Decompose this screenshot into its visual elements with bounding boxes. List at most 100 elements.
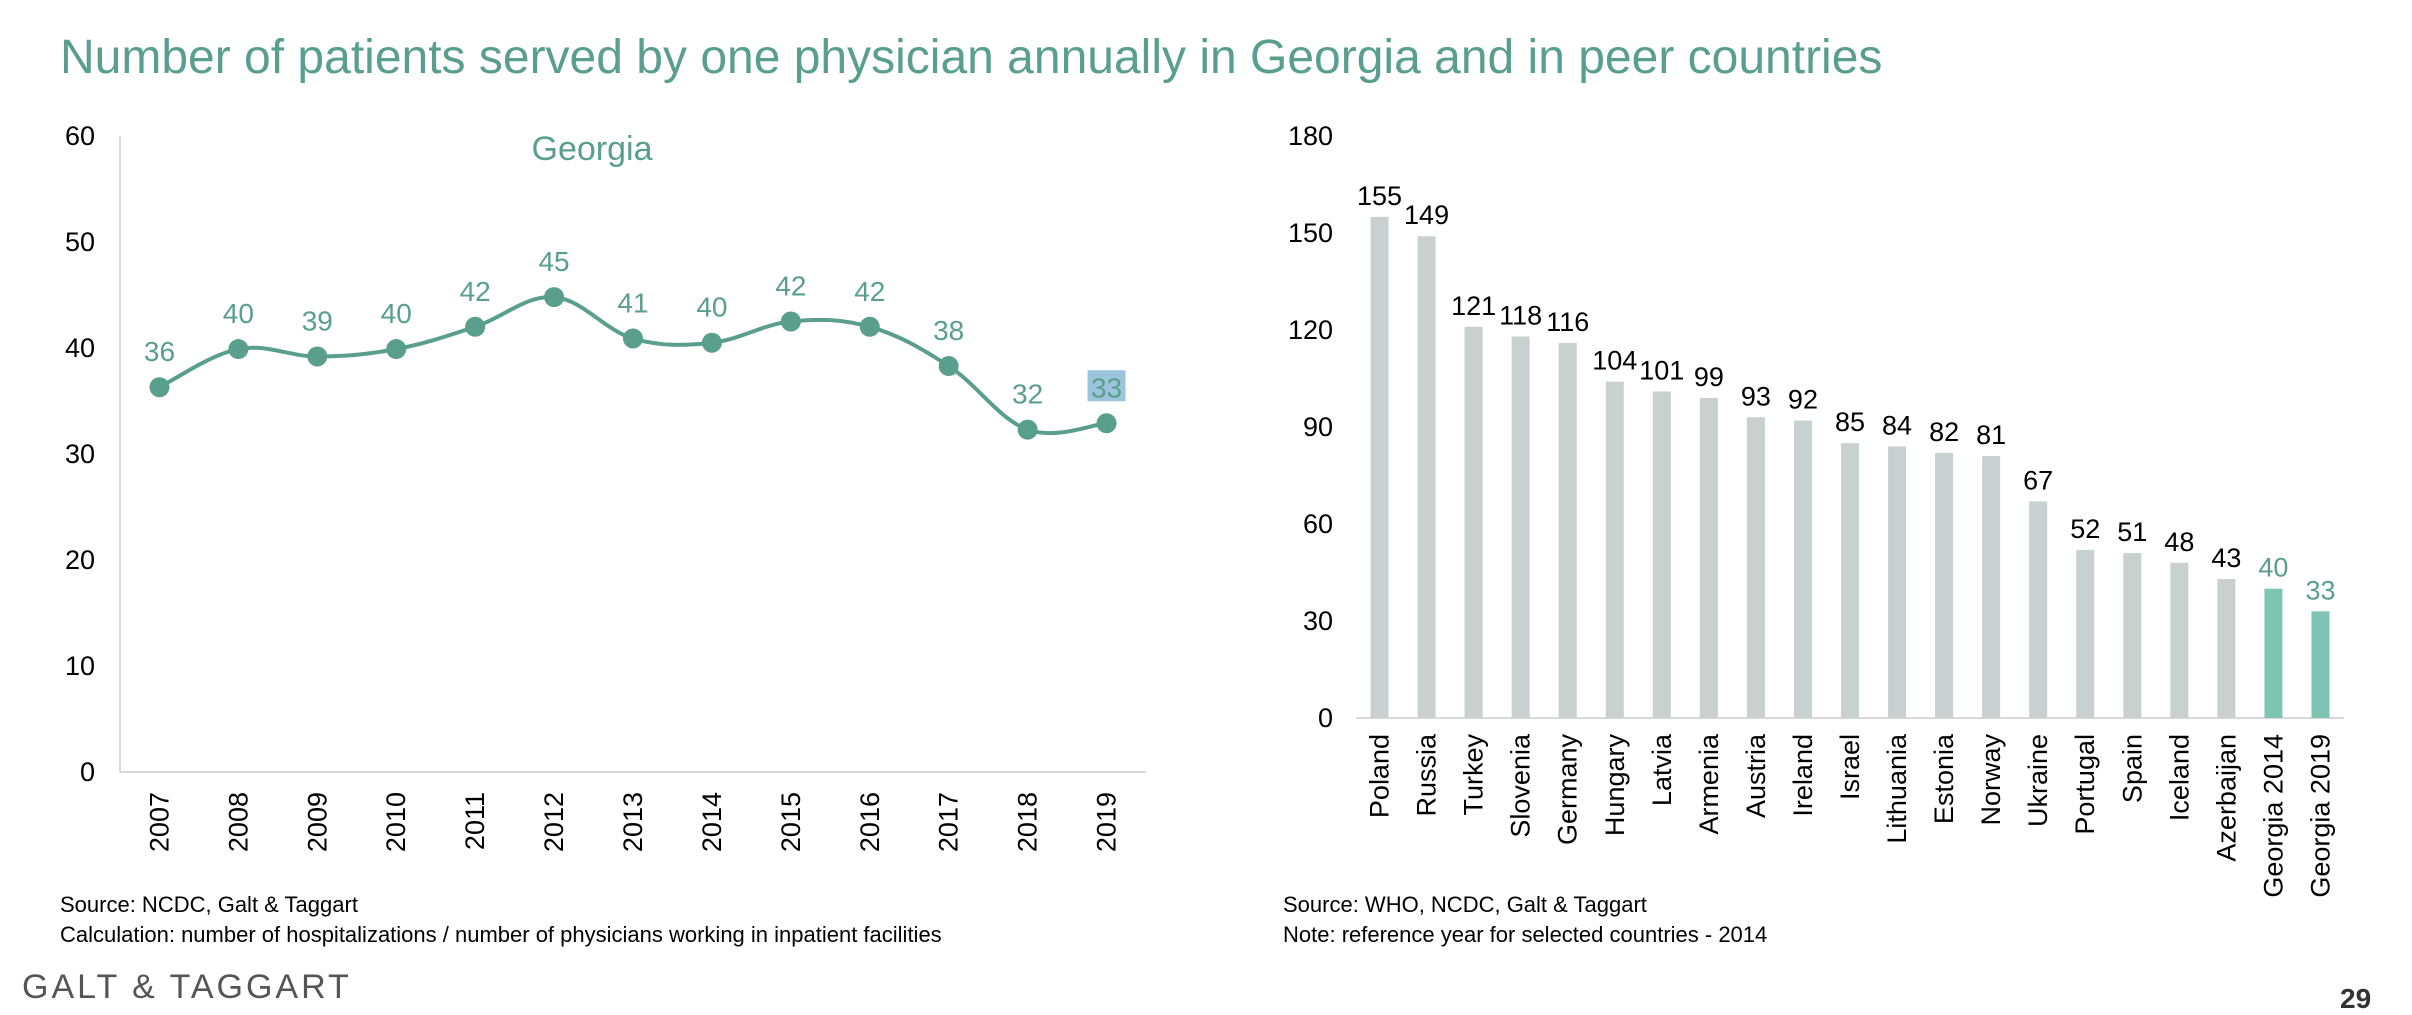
line-chart-x-tick-label: 2011 — [460, 792, 490, 850]
country-label: Portugal — [2070, 734, 2100, 835]
georgia-data-label: 40 — [381, 298, 412, 329]
label-highlight — [1087, 370, 1126, 402]
country-label: Lithuania — [1882, 733, 1912, 844]
country-bar — [1935, 452, 1954, 718]
georgia-data-label: 39 — [302, 305, 333, 336]
country-label: Israel — [1835, 734, 1865, 800]
country-label: Estonia — [1929, 733, 1959, 824]
country-bar-value-label: 67 — [2023, 465, 2053, 495]
country-label: Poland — [1365, 734, 1395, 818]
country-bar — [2029, 501, 2048, 718]
line-chart-y-tick-label: 20 — [65, 545, 95, 575]
country-bar — [1982, 456, 2001, 718]
georgia-data-point — [780, 311, 801, 332]
bar-chart-y-tick-label: 150 — [1288, 218, 1333, 248]
georgia-data-point — [1096, 413, 1117, 434]
country-bar-value-label: 121 — [1451, 291, 1496, 321]
line-chart-x-tick-label: 2012 — [539, 792, 569, 852]
georgia-data-label: 38 — [933, 315, 964, 346]
country-bar-value-label: 43 — [2211, 543, 2241, 573]
line-chart-y-tick-label: 10 — [65, 651, 95, 681]
country-bar — [1370, 216, 1389, 719]
company-logo: GALT & TAGGART — [22, 968, 352, 1006]
georgia-data-label: 36 — [144, 336, 175, 367]
page-title: Number of patients served by one physici… — [60, 31, 1883, 84]
country-bar-value-label: 52 — [2070, 514, 2100, 544]
country-bar — [2264, 588, 2283, 718]
line-chart-x-tick-label: 2019 — [1092, 792, 1122, 852]
country-bar — [2170, 562, 2189, 718]
georgia-data-point — [228, 339, 249, 360]
country-bar-value-label: 155 — [1357, 181, 1402, 211]
country-label: Hungary — [1600, 734, 1630, 837]
georgia-data-point — [938, 356, 959, 377]
country-bar — [1841, 443, 1859, 718]
georgia-data-label: 41 — [617, 287, 648, 318]
georgia-data-label: 42 — [460, 276, 491, 307]
line-chart-x-tick-label: 2018 — [1013, 792, 1043, 852]
country-bar — [1558, 342, 1577, 718]
georgia-data-label: 45 — [538, 246, 569, 277]
country-bar-value-label: 93 — [1741, 381, 1771, 411]
country-bar-value-label: 116 — [1546, 307, 1589, 337]
bar-chart-y-tick-label: 180 — [1288, 121, 1333, 151]
country-bar — [1417, 236, 1436, 718]
georgia-data-point — [307, 346, 328, 367]
line-chart-x-tick-label: 2016 — [855, 792, 885, 852]
country-label: Germany — [1553, 734, 1583, 846]
page-number: 29 — [2340, 983, 2372, 1014]
country-label: Russia — [1412, 733, 1442, 817]
line-chart-x-tick-label: 2007 — [144, 792, 174, 852]
country-bar — [1464, 326, 1483, 718]
country-bar-value-label: 33 — [2305, 575, 2335, 605]
line-chart-x-tick-label: 2009 — [302, 792, 332, 852]
country-bar — [1746, 417, 1765, 718]
country-bar — [1699, 397, 1718, 718]
country-bar-value-label: 104 — [1592, 346, 1637, 376]
georgia-data-point — [544, 287, 565, 308]
georgia-data-point — [465, 316, 486, 337]
country-label: Norway — [1976, 734, 2006, 826]
country-label: Georgia 2014 — [2258, 734, 2288, 898]
country-bar-value-label: 84 — [1882, 410, 1912, 440]
country-bar — [1793, 420, 1812, 718]
line-chart-y-tick-label: 30 — [65, 439, 95, 469]
line-chart-x-tick-label: 2017 — [934, 792, 964, 852]
line-chart-y-tick-label: 60 — [65, 121, 95, 151]
country-label: Ireland — [1788, 734, 1818, 817]
country-bar-value-label: 40 — [2258, 553, 2288, 583]
line-chart-x-tick-label: 2015 — [776, 792, 806, 852]
georgia-data-point — [386, 339, 407, 360]
georgia-data-label: 33 — [1091, 372, 1122, 403]
georgia-data-label: 42 — [775, 271, 806, 302]
bar-chart-y-tick-label: 30 — [1303, 606, 1333, 636]
country-bar — [1888, 446, 1907, 718]
left-source-line-2: Calculation: number of hospitalizations … — [60, 922, 942, 947]
georgia-data-point — [149, 377, 170, 398]
country-label: Turkey — [1459, 734, 1489, 816]
bar-chart-y-tick-label: 0 — [1318, 703, 1333, 733]
country-label: Iceland — [2164, 734, 2194, 821]
right-source: Source: WHO, NCDC, Galt & Taggart Note: … — [1283, 890, 1767, 950]
country-label: Ukraine — [2023, 734, 2053, 827]
country-bar — [2311, 611, 2330, 718]
country-bar-value-label: 81 — [1976, 420, 2006, 450]
country-bar — [2123, 553, 2142, 718]
country-bar-value-label: 101 — [1639, 355, 1684, 385]
georgia-data-point — [701, 332, 722, 353]
line-chart-x-tick-label: 2010 — [381, 792, 411, 852]
country-bar — [2076, 549, 2095, 718]
country-bar-value-label: 92 — [1788, 385, 1818, 415]
line-chart-x-tick-label: 2014 — [697, 792, 727, 852]
country-bar-value-label: 99 — [1694, 362, 1724, 392]
line-chart-title: Georgia — [532, 130, 653, 168]
line-chart-y-tick-label: 40 — [65, 333, 95, 363]
country-bar — [2217, 578, 2236, 718]
right-source-line-1: Source: WHO, NCDC, Galt & Taggart — [1283, 892, 1647, 917]
line-chart-y-tick-label: 0 — [80, 757, 95, 787]
country-label: Austria — [1741, 733, 1771, 818]
left-source: Source: NCDC, Galt & Taggart Calculation… — [60, 890, 942, 950]
country-label: Latvia — [1647, 733, 1677, 806]
country-bar-value-label: 48 — [2164, 527, 2194, 557]
country-label: Spain — [2117, 734, 2147, 803]
